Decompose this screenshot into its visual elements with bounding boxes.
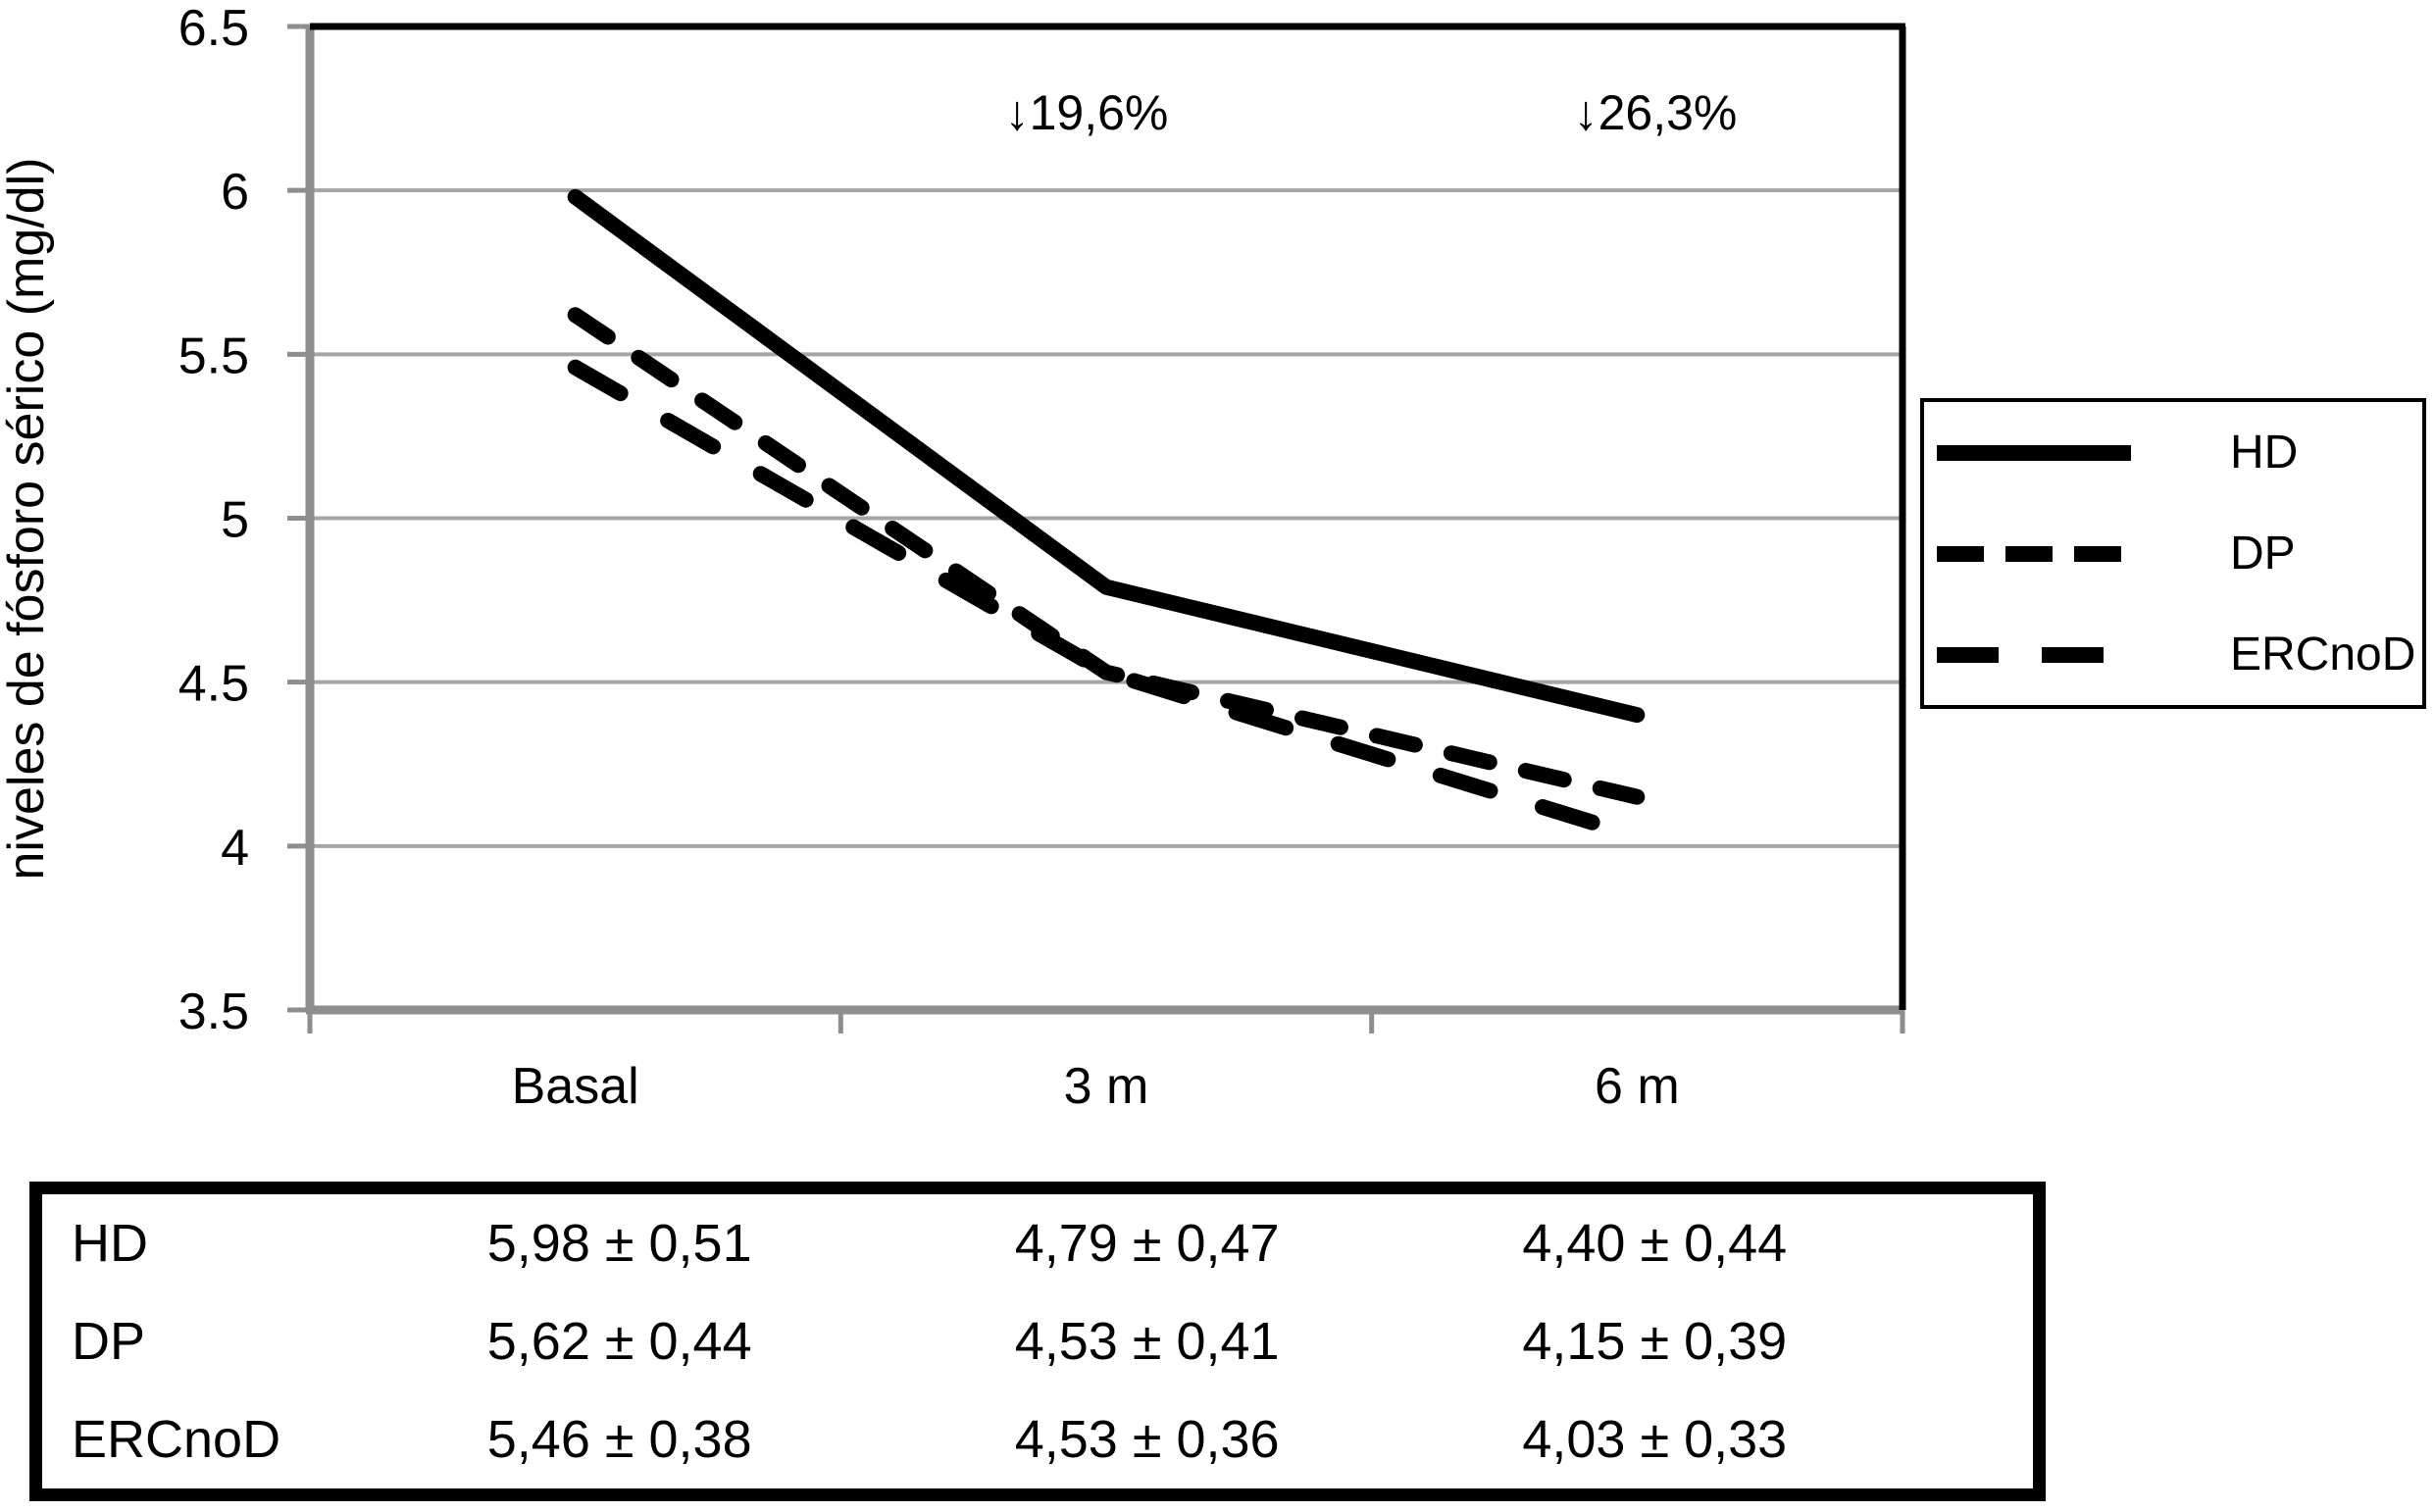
cell-6m: 4,40 ± 0,44	[1522, 1214, 1788, 1273]
x-tick-label: 3 m	[1064, 1058, 1149, 1115]
legend-solid-line-icon	[1937, 444, 2131, 461]
series-line-ercnod	[567, 359, 1646, 844]
table-row-dp: DP 5,62 ± 0,44 4,53 ± 0,41 4,15 ± 0,39	[42, 1315, 2033, 1368]
y-tick-label: 3.5	[178, 983, 249, 1040]
table-row-ercnod: ERCnoD 5,46 ± 0,38 4,53 ± 0,36 4,03 ± 0,…	[42, 1413, 2033, 1466]
legend-long-dash-line-icon	[1937, 646, 2131, 663]
annotation-drop-3m: ↓19,6%	[1005, 85, 1169, 140]
row-label: ERCnoD	[72, 1410, 281, 1469]
row-label: HD	[72, 1214, 148, 1273]
legend-item-dp: DP	[1924, 527, 2422, 580]
y-tick-label: 4	[221, 820, 249, 877]
legend-item-ercnod: ERCnoD	[1924, 628, 2422, 680]
table-row-hd: HD 5,98 ± 0,51 4,79 ± 0,47 4,40 ± 0,44	[42, 1217, 2033, 1270]
y-axis-title: niveles de fósforo sérico (mg/dl)	[0, 158, 55, 881]
y-tick-label: 5.5	[178, 328, 249, 384]
legend-label-hd: HD	[2230, 426, 2299, 479]
legend-item-hd: HD	[1924, 426, 2422, 479]
y-tick-label: 4.5	[178, 656, 249, 713]
cell-basal: 5,62 ± 0,44	[486, 1312, 752, 1371]
row-label: DP	[72, 1312, 146, 1371]
series-line-hd	[567, 188, 1646, 724]
y-tick-label: 5	[221, 492, 249, 549]
x-tick-label: Basal	[512, 1058, 639, 1115]
cell-3m: 4,53 ± 0,36	[1014, 1410, 1280, 1469]
chart-plot-area: 6.5 6 5.5 5 4.5 4 3.5 Basal 3 m 6 m	[178, 0, 1906, 1115]
cell-6m: 4,03 ± 0,33	[1522, 1410, 1788, 1469]
cell-basal: 5,46 ± 0,38	[486, 1410, 752, 1469]
data-table: HD 5,98 ± 0,51 4,79 ± 0,47 4,40 ± 0,44 D…	[29, 1182, 2046, 1501]
cell-3m: 4,53 ± 0,41	[1014, 1312, 1280, 1371]
legend-short-dash-line-icon	[1937, 545, 2131, 562]
y-tick-label: 6	[221, 164, 249, 221]
line-chart: 6.5 6 5.5 5 4.5 4 3.5 Basal 3 m 6 m niveles de fó…	[0, 0, 1906, 1115]
series-line-dp	[567, 307, 1646, 805]
legend-label-ercnod: ERCnoD	[2230, 628, 2416, 680]
y-tick-label: 6.5	[178, 0, 249, 57]
cell-6m: 4,15 ± 0,39	[1522, 1312, 1788, 1371]
cell-3m: 4,79 ± 0,47	[1014, 1214, 1280, 1273]
cell-basal: 5,98 ± 0,51	[486, 1214, 752, 1273]
legend: HD DP ERCnoD	[1920, 398, 2426, 709]
annotation-drop-6m: ↓26,3%	[1574, 85, 1738, 140]
x-tick-label: 6 m	[1595, 1058, 1680, 1115]
legend-label-dp: DP	[2230, 527, 2296, 580]
